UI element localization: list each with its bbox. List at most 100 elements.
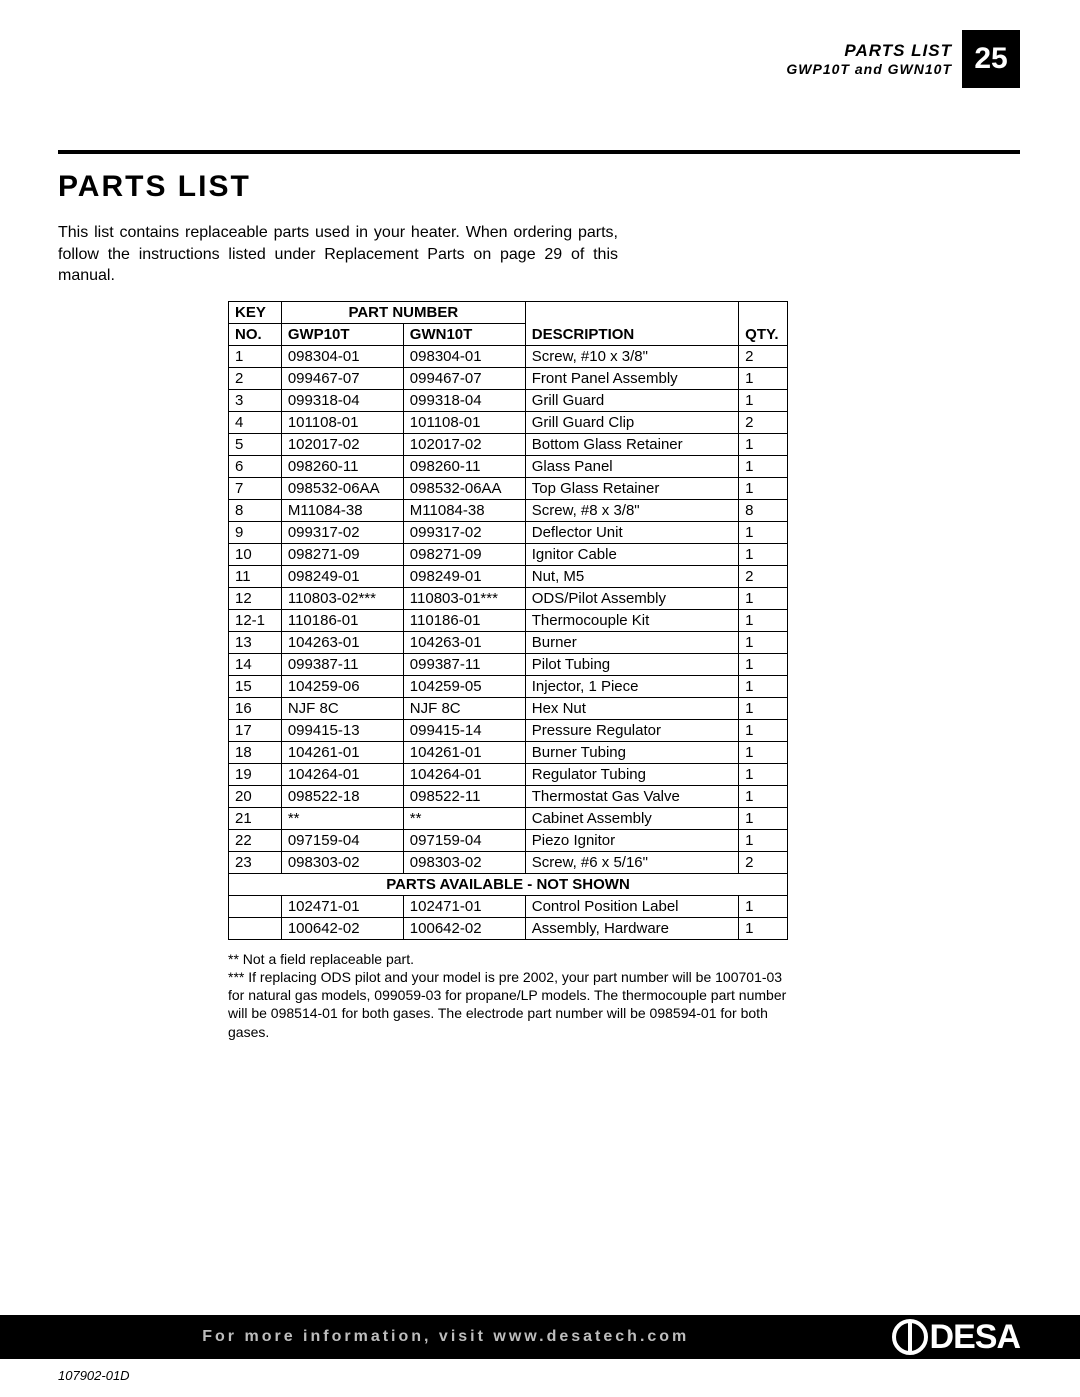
table-cell: Burner [525,631,738,653]
table-cell: 110803-01*** [403,587,525,609]
logo-text: DESA [930,1318,1020,1357]
table-row: 100642-02100642-02Assembly, Hardware1 [229,917,788,939]
table-cell: 104259-06 [281,675,403,697]
section-title: PARTS LIST [58,170,1020,204]
table-cell: 099467-07 [403,367,525,389]
table-cell: 5 [229,433,282,455]
table-row: 12-1110186-01110186-01Thermocouple Kit1 [229,609,788,631]
table-cell: 104263-01 [403,631,525,653]
table-cell: Nut, M5 [525,565,738,587]
table-row: 5102017-02102017-02Bottom Glass Retainer… [229,433,788,455]
table-cell: 1 [739,543,788,565]
table-row: 102471-01102471-01Control Position Label… [229,895,788,917]
table-cell [229,917,282,939]
table-cell: 22 [229,829,282,851]
logo-icon [892,1319,928,1355]
table-cell: 14 [229,653,282,675]
table-row: 15104259-06104259-05Injector, 1 Piece1 [229,675,788,697]
table-cell: 099415-14 [403,719,525,741]
note-2: *** If replacing ODS pilot and your mode… [228,968,788,1041]
table-cell: 1 [739,433,788,455]
table-cell: Regulator Tubing [525,763,738,785]
table-cell: Screw, #6 x 5/16" [525,851,738,873]
table-cell: 1 [739,719,788,741]
table-cell: 20 [229,785,282,807]
table-cell: 8 [229,499,282,521]
table-cell: 11 [229,565,282,587]
table-cell: 21 [229,807,282,829]
table-row: 2099467-07099467-07Front Panel Assembly1 [229,367,788,389]
table-row: 9099317-02099317-02Deflector Unit1 [229,521,788,543]
table-cell: 099318-04 [403,389,525,411]
table-cell: 098304-01 [403,345,525,367]
table-cell: Deflector Unit [525,521,738,543]
table-cell: 100642-02 [281,917,403,939]
table-cell: Screw, #8 x 3/8" [525,499,738,521]
notes-block: ** Not a field replaceable part. *** If … [228,950,788,1041]
table-cell: NJF 8C [403,697,525,719]
page-number-box: 25 [962,30,1020,88]
table-cell: 1 [739,785,788,807]
table-cell: 098522-18 [281,785,403,807]
note-1: ** Not a field replaceable part. [228,950,788,968]
table-cell: 098304-01 [281,345,403,367]
table-cell: 110186-01 [281,609,403,631]
table-cell: 9 [229,521,282,543]
table-cell: 1 [739,829,788,851]
table-cell: 7 [229,477,282,499]
table-cell: 098271-09 [403,543,525,565]
table-row: 16NJF 8CNJF 8CHex Nut1 [229,697,788,719]
table-cell: Ignitor Cable [525,543,738,565]
table-cell: 17 [229,719,282,741]
table-cell: 3 [229,389,282,411]
table-row: 1098304-01098304-01Screw, #10 x 3/8"2 [229,345,788,367]
table-cell: 099387-11 [281,653,403,675]
table-cell: 099318-04 [281,389,403,411]
table-cell: 102471-01 [281,895,403,917]
table-row: 21****Cabinet Assembly1 [229,807,788,829]
table-header-row-1: KEY PART NUMBER DESCRIPTION QTY. [229,301,788,323]
table-cell: 2 [229,367,282,389]
footer-text: For more information, visit www.desatech… [0,1328,892,1346]
table-row: 7098532-06AA098532-06AATop Glass Retaine… [229,477,788,499]
parts-table: KEY PART NUMBER DESCRIPTION QTY. NO. GWP… [228,301,788,940]
table-cell: 10 [229,543,282,565]
table-cell: 110803-02*** [281,587,403,609]
th-qty: QTY. [739,301,788,345]
table-cell: Bottom Glass Retainer [525,433,738,455]
table-cell: 1 [739,763,788,785]
table-row: 8M11084-38M11084-38Screw, #8 x 3/8"8 [229,499,788,521]
table-cell: Control Position Label [525,895,738,917]
table-cell: 104261-01 [403,741,525,763]
table-cell: 4 [229,411,282,433]
table-cell: 1 [739,697,788,719]
table-cell: Burner Tubing [525,741,738,763]
table-cell: 099415-13 [281,719,403,741]
table-cell: 1 [739,895,788,917]
main-content: PARTS LIST This list contains replaceabl… [58,170,1020,1041]
footer-logo: DESA [892,1318,1080,1357]
table-cell: 1 [739,521,788,543]
table-cell: 1 [739,367,788,389]
th-no: NO. [229,323,282,345]
table-cell: M11084-38 [281,499,403,521]
table-row: 14099387-11099387-11Pilot Tubing1 [229,653,788,675]
table-cell: 098249-01 [281,565,403,587]
table-cell: 1 [739,917,788,939]
table-section-row: PARTS AVAILABLE - NOT SHOWN [229,873,788,895]
table-cell: 098532-06AA [281,477,403,499]
table-cell: ** [281,807,403,829]
table-cell: 23 [229,851,282,873]
header-rule [58,150,1020,154]
table-cell: 1 [739,389,788,411]
table-cell: 098260-11 [281,455,403,477]
table-cell: 2 [739,565,788,587]
table-cell: 102017-02 [281,433,403,455]
table-cell: 098271-09 [281,543,403,565]
th-part-number: PART NUMBER [281,301,525,323]
table-cell: Grill Guard Clip [525,411,738,433]
table-cell: 18 [229,741,282,763]
table-cell: 1 [739,741,788,763]
th-description: DESCRIPTION [525,301,738,345]
table-cell [229,895,282,917]
